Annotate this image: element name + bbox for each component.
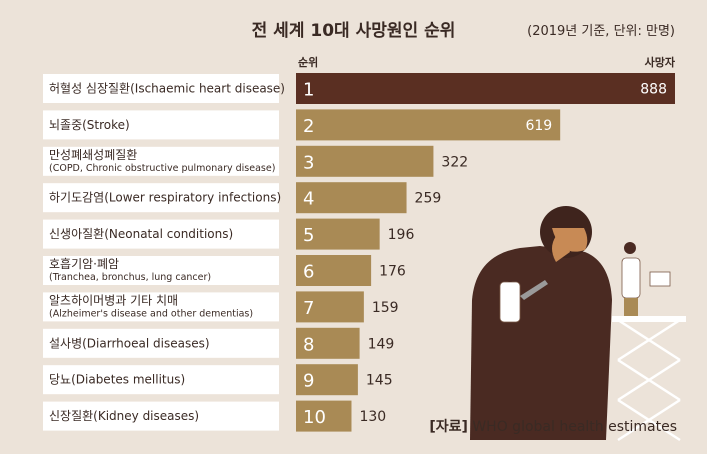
rank-label: 10 (303, 407, 326, 428)
patient-figure (470, 246, 612, 440)
bar (296, 182, 407, 214)
value-label: 259 (415, 191, 442, 207)
value-label: 619 (525, 118, 552, 134)
label-box (43, 146, 279, 176)
label-box (43, 183, 279, 213)
label-box (43, 401, 279, 431)
category-label: 호흡기암·폐암 (49, 257, 119, 271)
chart-title: 전 세계 10대 사망원인 순위 (251, 21, 456, 41)
rank-label: 5 (303, 225, 314, 246)
category-label: 허혈성 심장질환(Ischaemic heart disease) (49, 82, 285, 96)
source-note: [자료] WHO global health estimates (429, 416, 677, 436)
source-prefix: [자료] (429, 419, 468, 435)
label-box (43, 365, 279, 395)
value-label: 159 (372, 300, 399, 316)
rank-label: 1 (303, 80, 314, 101)
rank-label: 2 (303, 116, 314, 137)
value-label: 130 (359, 409, 386, 425)
rank-label: 4 (303, 189, 314, 210)
label-box (43, 110, 279, 140)
lift-platform (612, 316, 686, 322)
bar (296, 145, 434, 177)
label-box (43, 256, 279, 285)
value-label: 322 (441, 154, 468, 170)
category-label: 신생아질환(Neonatal conditions) (49, 227, 233, 241)
value-label: 149 (368, 336, 395, 352)
label-box (43, 74, 279, 103)
category-label: 하기도감염(Lower respiratory infections) (49, 191, 281, 205)
category-sublabel: (Alzheimer's disease and other dementias… (49, 308, 253, 319)
value-label: 176 (379, 264, 406, 280)
rank-label: 8 (303, 334, 314, 355)
label-box (43, 328, 279, 358)
bar (296, 218, 380, 250)
lift-monitor (649, 271, 671, 287)
doctor-left-head (504, 270, 516, 282)
doctor-illustration (470, 206, 686, 442)
value-label: 888 (640, 82, 667, 98)
doctor-right (621, 257, 641, 299)
bar (296, 255, 372, 286)
category-sublabel: (COPD, Chronic obstructive pulmonary dis… (49, 163, 275, 174)
bar (296, 73, 675, 104)
bar (296, 364, 358, 396)
rank-label: 6 (303, 262, 314, 283)
rank-header: 순위 (298, 56, 319, 69)
bar (296, 327, 360, 359)
category-sublabel: (Tranchea, bronchus, lung cancer) (49, 272, 211, 283)
category-label: 뇌졸중(Stroke) (49, 118, 130, 132)
source-text: WHO global health estimates (472, 419, 677, 435)
doctor-right-head (624, 242, 636, 254)
patient-face (552, 228, 588, 252)
unit-note: (2019년 기준, 단위: 만명) (527, 24, 675, 39)
category-label: 당뇨(Diabetes mellitus) (49, 373, 185, 387)
bar (296, 400, 352, 432)
rank-label: 3 (303, 152, 314, 173)
rank-label: 9 (303, 371, 314, 392)
rank-label: 7 (303, 298, 314, 319)
doctor-right-legs (624, 298, 638, 316)
lift-scissor (617, 318, 681, 442)
value-label: 196 (388, 227, 415, 243)
label-box (43, 219, 279, 249)
value-label: 145 (366, 373, 393, 389)
category-label: 만성폐쇄성폐질환 (49, 148, 137, 162)
doctor-left-tool (520, 280, 548, 300)
bar (296, 109, 561, 141)
category-label: 신장질환(Kidney diseases) (49, 409, 199, 423)
deaths-header: 사망자 (644, 56, 675, 69)
bar (296, 291, 364, 323)
label-box (43, 292, 279, 322)
category-label: 설사병(Diarrhoeal diseases) (49, 336, 210, 350)
doctor-left (499, 281, 521, 323)
patient-arm (552, 236, 570, 262)
category-label: 알츠하이머병과 기타 치매 (49, 293, 178, 307)
